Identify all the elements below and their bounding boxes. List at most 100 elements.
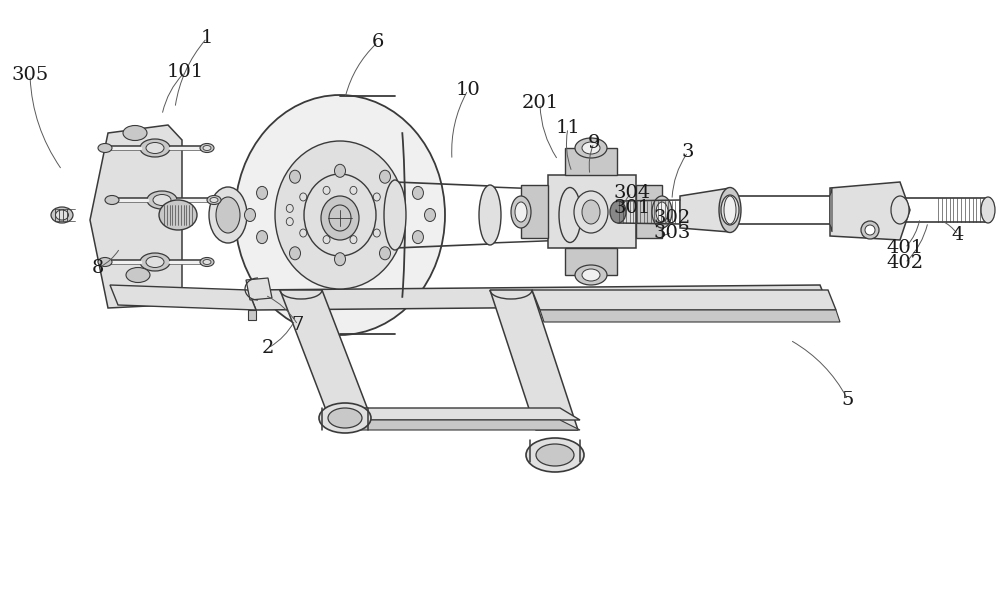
Ellipse shape: [652, 196, 672, 228]
Ellipse shape: [209, 187, 247, 243]
Polygon shape: [280, 290, 368, 410]
Ellipse shape: [479, 185, 501, 245]
Text: 101: 101: [166, 63, 204, 81]
Ellipse shape: [98, 258, 112, 267]
Ellipse shape: [105, 196, 119, 205]
Polygon shape: [636, 185, 662, 238]
Ellipse shape: [235, 95, 445, 335]
Ellipse shape: [719, 187, 741, 232]
Ellipse shape: [380, 170, 390, 183]
Polygon shape: [521, 185, 548, 238]
Ellipse shape: [575, 265, 607, 285]
Ellipse shape: [582, 269, 600, 281]
Ellipse shape: [98, 143, 112, 152]
Polygon shape: [565, 148, 617, 175]
Text: 1: 1: [201, 29, 213, 47]
Text: 302: 302: [653, 209, 691, 227]
Polygon shape: [246, 278, 272, 300]
Ellipse shape: [123, 125, 147, 140]
Ellipse shape: [56, 210, 68, 220]
Text: 7: 7: [292, 316, 304, 334]
Text: 402: 402: [886, 254, 924, 272]
Ellipse shape: [275, 141, 405, 289]
Polygon shape: [90, 125, 182, 308]
Text: 8: 8: [92, 259, 104, 277]
Polygon shape: [565, 248, 617, 275]
Ellipse shape: [203, 259, 211, 264]
Polygon shape: [248, 285, 828, 310]
Ellipse shape: [146, 143, 164, 154]
Polygon shape: [340, 420, 580, 430]
Ellipse shape: [51, 207, 73, 223]
Ellipse shape: [321, 196, 359, 240]
Ellipse shape: [257, 187, 268, 199]
Text: 301: 301: [613, 199, 651, 217]
Ellipse shape: [203, 146, 211, 150]
Ellipse shape: [559, 187, 581, 243]
Polygon shape: [490, 290, 578, 430]
Text: 11: 11: [556, 119, 580, 137]
Ellipse shape: [244, 208, 256, 222]
Ellipse shape: [721, 195, 739, 225]
Text: 201: 201: [521, 94, 559, 112]
Ellipse shape: [146, 256, 164, 267]
Ellipse shape: [412, 187, 423, 199]
Text: 304: 304: [613, 184, 651, 202]
Ellipse shape: [412, 231, 423, 244]
Ellipse shape: [147, 191, 177, 209]
Ellipse shape: [329, 205, 351, 231]
Ellipse shape: [724, 196, 736, 224]
Polygon shape: [830, 182, 910, 240]
Text: 4: 4: [952, 226, 964, 244]
Ellipse shape: [582, 142, 600, 154]
Ellipse shape: [289, 170, 300, 183]
Polygon shape: [540, 310, 840, 322]
Polygon shape: [110, 285, 256, 310]
Ellipse shape: [424, 208, 436, 222]
Text: 303: 303: [653, 224, 691, 242]
Ellipse shape: [582, 200, 600, 224]
Text: 305: 305: [11, 66, 49, 84]
Ellipse shape: [610, 201, 626, 223]
Polygon shape: [532, 290, 836, 310]
Ellipse shape: [153, 194, 171, 205]
Ellipse shape: [140, 139, 170, 157]
Ellipse shape: [200, 143, 214, 152]
Text: 6: 6: [372, 33, 384, 51]
Ellipse shape: [861, 221, 879, 239]
Polygon shape: [340, 408, 580, 420]
Ellipse shape: [575, 138, 607, 158]
Ellipse shape: [200, 258, 214, 267]
Ellipse shape: [290, 247, 300, 260]
Text: 401: 401: [886, 239, 924, 257]
Ellipse shape: [526, 438, 584, 472]
Ellipse shape: [536, 444, 574, 466]
Ellipse shape: [126, 267, 150, 282]
Ellipse shape: [319, 403, 371, 433]
Ellipse shape: [140, 253, 170, 271]
Text: 9: 9: [588, 134, 600, 152]
Ellipse shape: [328, 408, 362, 428]
Ellipse shape: [511, 196, 531, 228]
Ellipse shape: [216, 197, 240, 233]
Ellipse shape: [981, 197, 995, 223]
Ellipse shape: [210, 197, 218, 202]
Ellipse shape: [656, 202, 668, 222]
Ellipse shape: [384, 180, 406, 250]
Ellipse shape: [334, 253, 346, 265]
Ellipse shape: [257, 231, 268, 244]
Text: 5: 5: [842, 391, 854, 409]
Ellipse shape: [380, 247, 390, 260]
Text: 2: 2: [262, 339, 274, 357]
Ellipse shape: [574, 191, 608, 233]
Polygon shape: [830, 188, 832, 232]
Text: 10: 10: [456, 81, 480, 99]
Ellipse shape: [515, 202, 527, 222]
Ellipse shape: [891, 196, 909, 224]
Ellipse shape: [207, 196, 221, 205]
Ellipse shape: [865, 225, 875, 235]
Ellipse shape: [159, 200, 197, 230]
Ellipse shape: [304, 174, 376, 256]
Polygon shape: [680, 188, 740, 232]
Ellipse shape: [334, 164, 346, 178]
